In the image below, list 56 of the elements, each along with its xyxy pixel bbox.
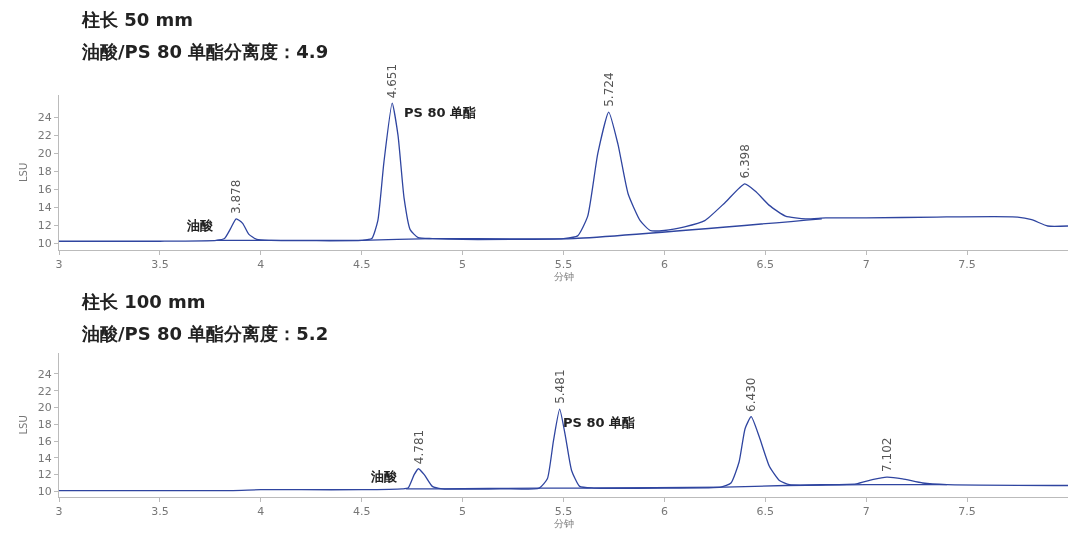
x-tick-label: 4.5 bbox=[352, 257, 371, 271]
x-tick-label: 3 bbox=[55, 257, 63, 271]
y-tick-label: 22 bbox=[37, 384, 52, 398]
y-tick-label: 24 bbox=[37, 111, 52, 125]
y-tick-label: 16 bbox=[37, 434, 52, 448]
annotation: 油酸 bbox=[370, 469, 398, 484]
annotation: 4.781 bbox=[411, 429, 426, 465]
x-tick-label: 5 bbox=[459, 257, 467, 271]
y-tick-label: 10 bbox=[37, 485, 52, 499]
x-tick-label: 3.5 bbox=[151, 505, 169, 519]
annotation: 油酸 bbox=[186, 218, 214, 233]
x-tick-label: 6 bbox=[660, 257, 668, 271]
x-tick-label: 6.5 bbox=[756, 257, 775, 271]
annotation: PS 80 单酯 bbox=[404, 105, 477, 120]
chart-title: 柱长 50 mm bbox=[81, 9, 194, 30]
x-tick-label: 7.5 bbox=[958, 505, 976, 519]
x-axis-title: 分钟 bbox=[553, 518, 574, 530]
x-tick-label: 5 bbox=[459, 505, 467, 519]
x-tick-label: 5.5 bbox=[554, 505, 573, 519]
y-tick-label: 20 bbox=[37, 401, 52, 415]
y-tick-label: 10 bbox=[37, 236, 52, 250]
x-tick-label: 7.5 bbox=[958, 257, 976, 271]
annotation: 7.102 bbox=[879, 437, 894, 472]
chart-title: 柱长 100 mm bbox=[81, 291, 206, 312]
x-tick-label: 7 bbox=[862, 257, 870, 271]
chart-subtitle: 油酸/PS 80 单酯分离度：5.2 bbox=[81, 323, 329, 344]
annotation: 5.724 bbox=[601, 72, 616, 107]
y-tick-label: 12 bbox=[37, 468, 52, 482]
annotation: PS 80 单酯 bbox=[563, 415, 636, 430]
x-tick-label: 4 bbox=[257, 257, 265, 271]
x-tick-label: 3 bbox=[55, 505, 63, 519]
y-tick-label: 20 bbox=[37, 147, 52, 161]
y-tick-label: 22 bbox=[37, 129, 52, 143]
y-tick-label: 12 bbox=[37, 218, 52, 232]
x-tick-label: 4.5 bbox=[352, 505, 371, 519]
x-tick-label: 6 bbox=[660, 505, 668, 519]
x-axis-title: 分钟 bbox=[553, 270, 574, 282]
y-tick-label: 24 bbox=[37, 367, 52, 381]
annotation: 6.430 bbox=[744, 377, 759, 412]
y-tick-label: 18 bbox=[37, 418, 52, 432]
x-tick-label: 5.5 bbox=[554, 257, 573, 271]
y-tick-label: 14 bbox=[37, 451, 52, 465]
y-axis-title: LSU bbox=[17, 415, 29, 435]
x-tick-label: 3.5 bbox=[151, 257, 169, 271]
y-tick-label: 16 bbox=[37, 183, 52, 197]
x-tick-label: 4 bbox=[257, 505, 265, 519]
annotation: 6.398 bbox=[737, 144, 752, 179]
chart-subtitle: 油酸/PS 80 单酯分离度：4.9 bbox=[81, 41, 329, 62]
x-tick-label: 6.5 bbox=[756, 505, 775, 519]
annotation: 5.481 bbox=[552, 369, 567, 404]
y-axis-title: LSU bbox=[17, 162, 29, 183]
annotation: 3.878 bbox=[229, 179, 244, 214]
y-tick-label: 14 bbox=[37, 201, 52, 215]
annotation: 4.651 bbox=[385, 63, 400, 99]
y-tick-label: 18 bbox=[37, 165, 52, 179]
x-tick-label: 7 bbox=[862, 505, 870, 519]
